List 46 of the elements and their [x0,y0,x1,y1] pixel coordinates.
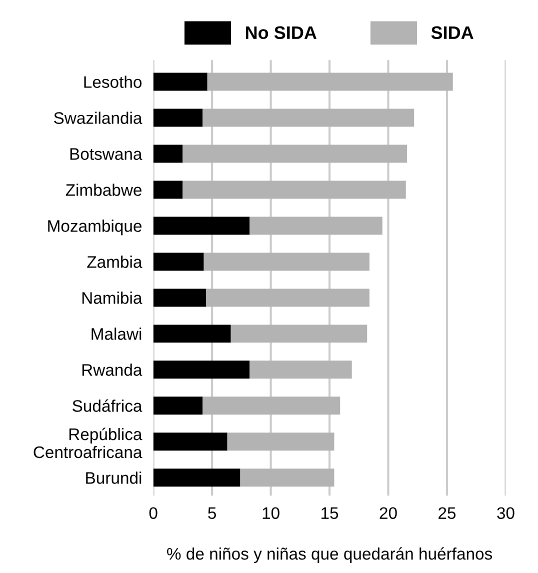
bar [202,108,414,127]
y-tick-label: Mozambique [48,220,142,236]
bar [153,396,203,415]
x-tick-label: 25 [438,507,456,519]
x-tick-label: 0 [149,507,158,519]
x-tick-label: 20 [380,507,397,519]
bar [230,324,368,343]
y-tick-label: Lesotho [84,76,142,88]
bar [153,360,250,379]
y-tick-label: República Centroafricana [34,428,142,458]
bar [153,468,240,487]
bar [204,252,370,271]
bar [240,468,334,487]
bar [153,144,183,163]
y-tick-label: Zimbabwe [66,184,142,196]
y-tick-label: Namibia [82,292,142,304]
y-tick-label: Zambia [87,256,142,268]
bar [153,324,231,343]
legend-label: No SIDA [246,26,317,40]
y-tick-label: Malawi [92,328,142,340]
y-tick-label: Sudáfrica [72,399,142,412]
legend-label: SIDA [431,26,474,40]
bar [207,72,453,91]
bar [153,180,183,199]
bar [153,72,208,91]
bar [153,432,228,451]
x-tick-label: 5 [208,507,216,519]
y-tick-label: Rwanda [82,364,142,376]
bar [153,108,203,127]
bar [153,252,204,271]
bar [182,144,408,163]
bar [153,216,250,235]
x-tick-label: 30 [497,507,514,519]
x-tick-label: 10 [262,507,280,519]
bar [206,288,370,307]
bar [182,180,406,199]
y-tick-label: Swazilandia [54,112,142,124]
x-tick-label: 15 [322,507,338,519]
bar [250,216,382,235]
y-tick-label: Botswana [70,148,142,160]
bar [153,288,206,307]
bar [227,432,334,451]
x-axis-title: % de niños y niñas que quedarán huérfanos [167,547,492,564]
bar [202,396,340,415]
bar [250,360,352,379]
y-tick-label: Burundi [86,472,142,484]
